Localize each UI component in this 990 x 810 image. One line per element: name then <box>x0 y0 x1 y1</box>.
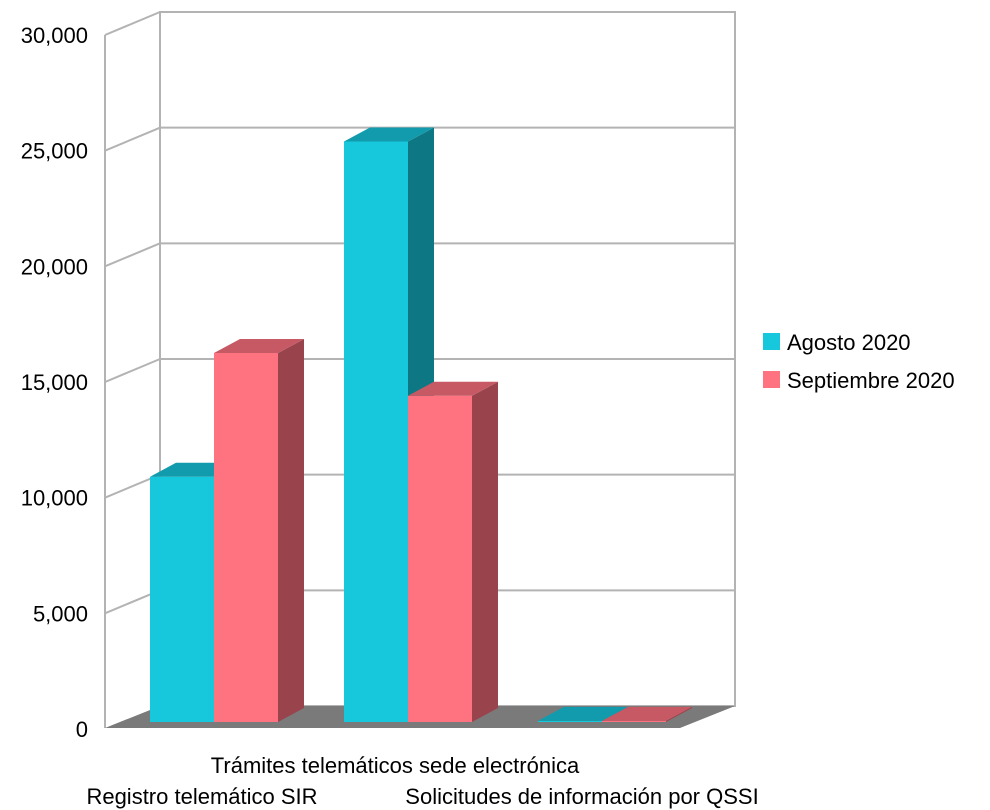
legend-label: Septiembre 2020 <box>787 368 955 393</box>
y-axis-ticks: 0 5,000 10,000 15,000 20,000 25,000 30,000 <box>21 23 88 742</box>
y-tick-label: 25,000 <box>21 139 88 164</box>
y-tick-label: 0 <box>76 717 88 742</box>
y-tick-label: 15,000 <box>21 370 88 395</box>
x-category-label: Solicitudes de información por QSSI <box>405 784 758 809</box>
side-gridline <box>104 242 161 268</box>
bar-front <box>214 353 278 722</box>
bar-top <box>538 706 628 721</box>
bar-top <box>408 381 498 396</box>
bar-front <box>344 141 408 722</box>
side-gridline <box>104 358 161 383</box>
bar-side <box>666 706 692 722</box>
legend-swatch <box>763 371 780 388</box>
legend-swatch <box>763 333 780 350</box>
bar-top <box>344 127 434 142</box>
bar-side <box>472 381 498 722</box>
y-tick-label: 30,000 <box>21 23 88 48</box>
side-gridline <box>104 11 161 36</box>
bar-front <box>408 395 472 722</box>
bar-top <box>602 706 692 721</box>
y-tick-label: 20,000 <box>21 254 88 279</box>
bar-top <box>214 339 304 353</box>
bar-front <box>538 720 602 722</box>
legend-label: Agosto 2020 <box>787 330 911 355</box>
x-category-label: Trámites telemáticos sede electrónica <box>211 753 580 778</box>
x-axis-labels: Registro telemático SIR Trámites telemáti… <box>86 753 758 809</box>
bar-front <box>150 476 214 722</box>
side-gridline <box>104 126 161 152</box>
bar-side <box>278 339 304 722</box>
x-category-label: Registro telemático SIR <box>86 784 317 809</box>
chart-bars <box>150 127 692 722</box>
y-tick-label: 10,000 <box>21 486 88 511</box>
chart-legend: Agosto 2020 Septiembre 2020 <box>763 330 955 393</box>
bar-front <box>602 720 666 722</box>
y-tick-label: 5,000 <box>33 601 88 626</box>
